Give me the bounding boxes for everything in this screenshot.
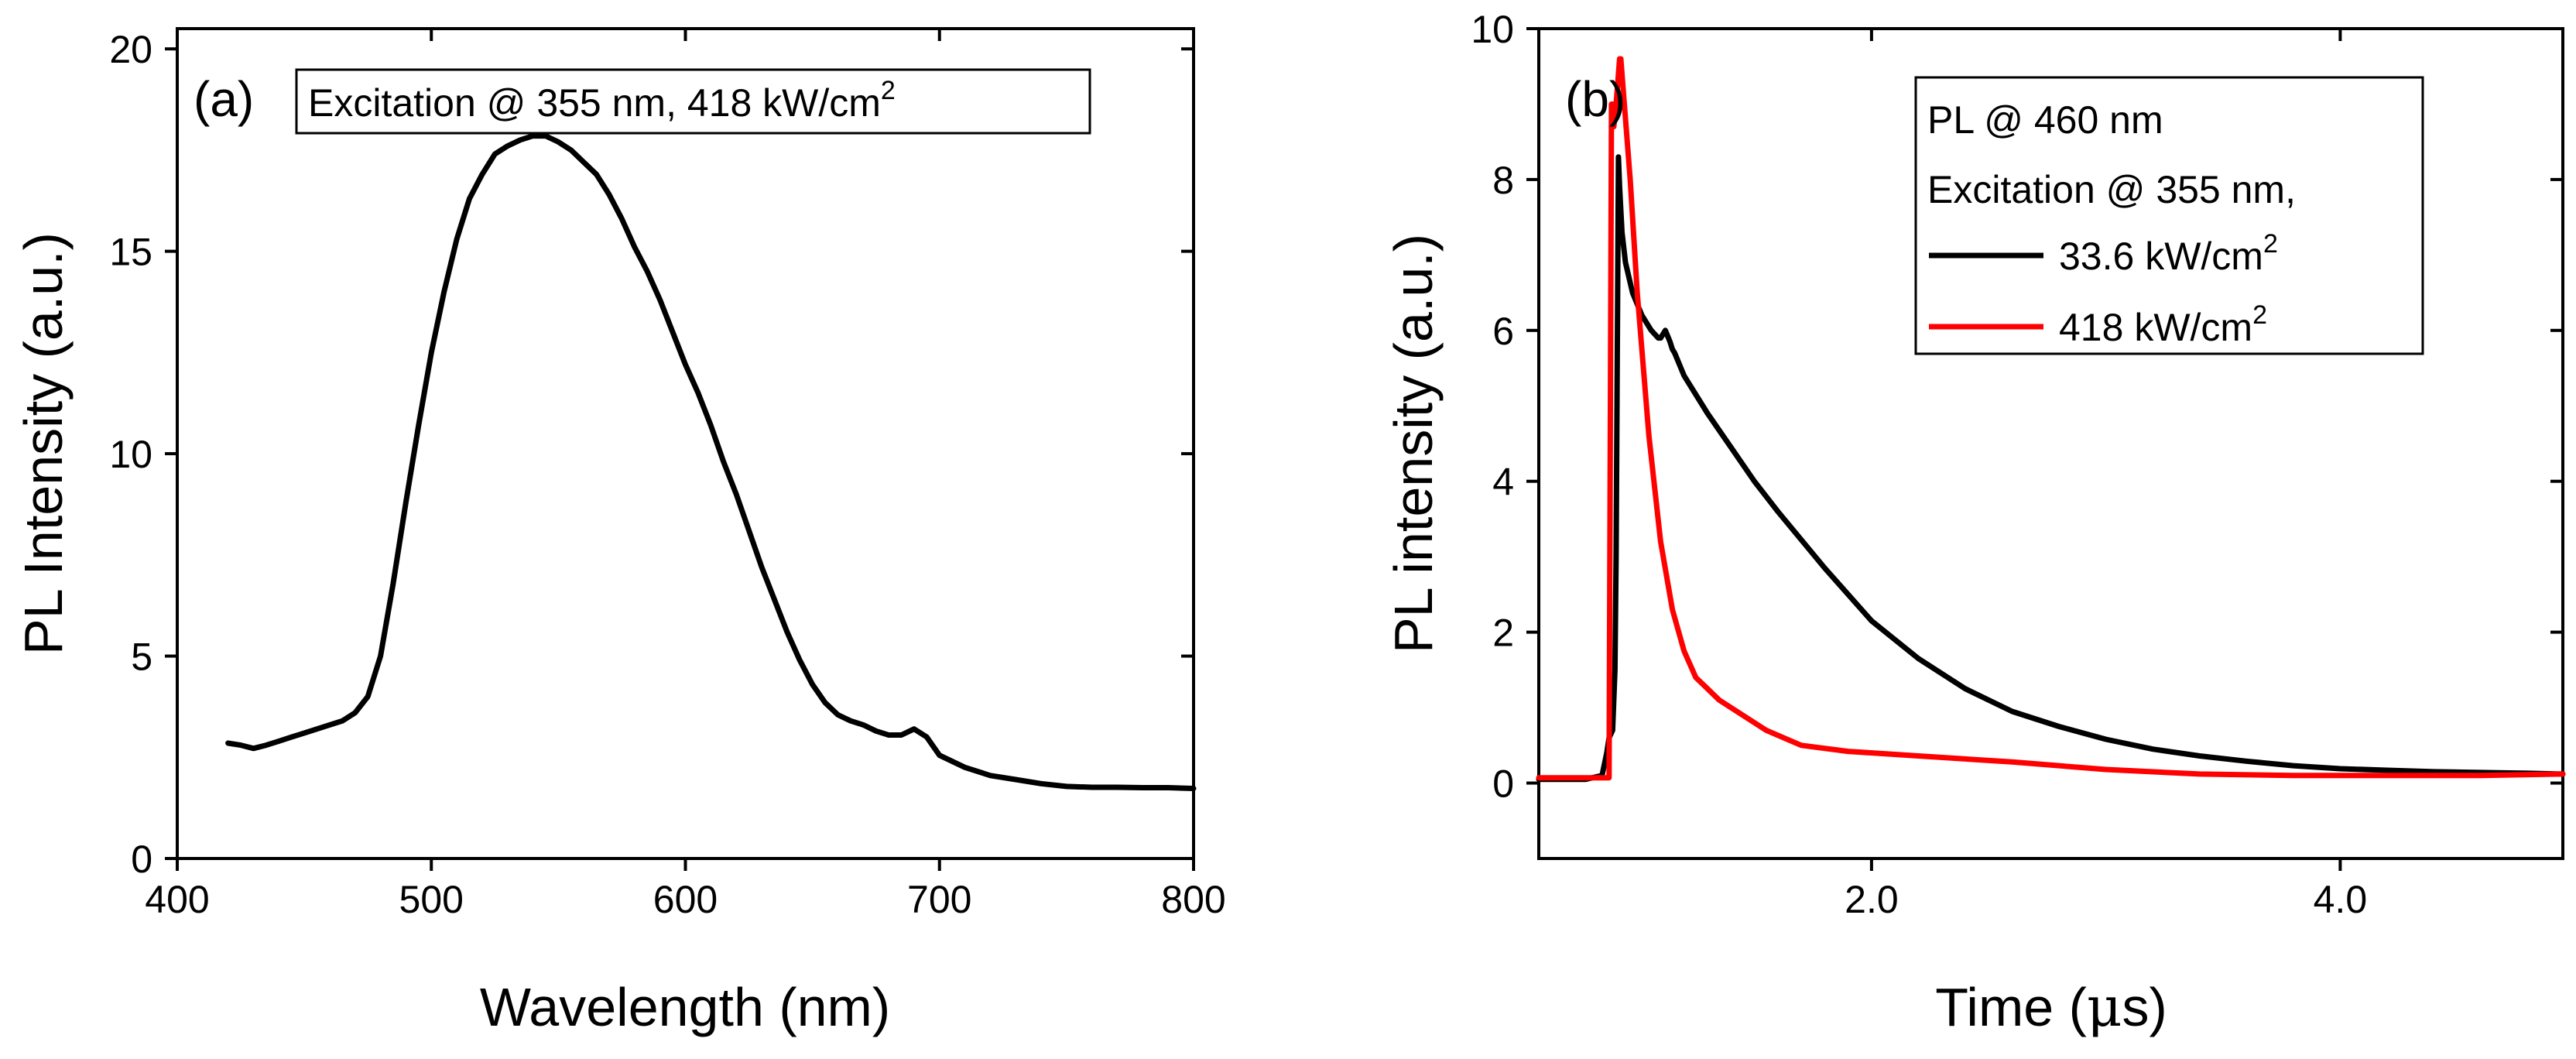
- y-tick-label: 10: [1471, 8, 1514, 51]
- legend-entry-418: 418 kW/cm2: [2059, 300, 2267, 349]
- panel-a-annotation: Excitation @ 355 nm, 418 kW/cm2: [308, 76, 896, 125]
- panel-b-frame: [1537, 27, 2564, 860]
- panel-a-tick-labels: 400 500 600 700 800 0 5 10 15 20: [109, 28, 1225, 921]
- y-tick-label: 0: [1492, 763, 1514, 806]
- panel-a-y-axis-title: PL Intensity (a.u.): [13, 232, 74, 655]
- x-tick-label: 500: [399, 878, 464, 921]
- panel-a-label: (a): [194, 71, 254, 127]
- legend-entry-33-6: 33.6 kW/cm2: [2059, 229, 2278, 278]
- panel-b-tick-labels: 2.0 4.0 0 2 4 6 8 10: [1471, 8, 2367, 921]
- y-tick-label: 2: [1492, 612, 1514, 655]
- annotation-text: Excitation @ 355 nm, 418 kW/cm: [308, 81, 881, 125]
- y-tick-label: 8: [1492, 159, 1514, 202]
- y-tick-label: 10: [109, 433, 152, 476]
- x-tick-label: 400: [145, 878, 209, 921]
- panel-a-ticks: [165, 29, 1195, 871]
- legend-entry-33-6-text: 33.6 kW/cm: [2059, 235, 2263, 278]
- x-tick-label: 800: [1161, 878, 1225, 921]
- legend-entry-33-6-sup: 2: [2263, 229, 2278, 259]
- panel-a-frame: [176, 27, 1195, 860]
- y-tick-label: 0: [131, 838, 152, 881]
- legend-line-1: PL @ 460 nm: [1927, 98, 2163, 142]
- legend-entry-418-text: 418 kW/cm: [2059, 306, 2252, 349]
- x-tick-label: 4.0: [2314, 878, 2368, 921]
- legend-box: [1914, 76, 2424, 355]
- y-tick-label: 15: [109, 231, 152, 274]
- panel-b-y-axis-title: PL intensity (a.u.): [1383, 234, 1444, 653]
- legend-line-2: Excitation @ 355 nm,: [1927, 168, 2296, 211]
- annotation-superscript: 2: [881, 76, 896, 105]
- panel-b-series: [1536, 56, 2566, 783]
- panel-b: 2.0 4.0 0 2 4 6 8 10 (b) PL @ 460 nm Excitation…: [1383, 8, 2566, 1039]
- series-line: [1536, 154, 2566, 783]
- y-tick-label: 4: [1492, 461, 1514, 504]
- panel-b-ticks: [1526, 27, 2563, 871]
- x-tick-label: 700: [907, 878, 971, 921]
- legend-entry-418-sup: 2: [2252, 300, 2267, 330]
- panel-b-label: (b): [1565, 71, 1625, 127]
- y-tick-label: 20: [109, 28, 152, 71]
- panel-a-x-axis-title: Wavelength (nm): [480, 977, 890, 1037]
- series-line: [1536, 56, 2566, 781]
- y-tick-label: 5: [131, 636, 152, 679]
- x-title-mu: μ: [2087, 975, 2122, 1039]
- x-title-suffix: s): [2122, 977, 2167, 1037]
- x-tick-label: 600: [653, 878, 718, 921]
- panel-a-annotation-box: [295, 68, 1091, 135]
- panel-b-x-axis-title: Time (μs): [1935, 975, 2167, 1039]
- panel-a-series: [225, 133, 1197, 791]
- x-title-prefix: Time (: [1935, 977, 2087, 1037]
- y-tick-label: 6: [1492, 310, 1514, 353]
- series-line: [225, 133, 1197, 791]
- panel-a: 400 500 600 700 800 0 5 10 15 20 (a) Excitation @…: [13, 27, 1226, 1037]
- x-tick-label: 2.0: [1845, 878, 1899, 921]
- panel-b-legend: PL @ 460 nm Excitation @ 355 nm, 33.6 kW…: [1914, 76, 2424, 355]
